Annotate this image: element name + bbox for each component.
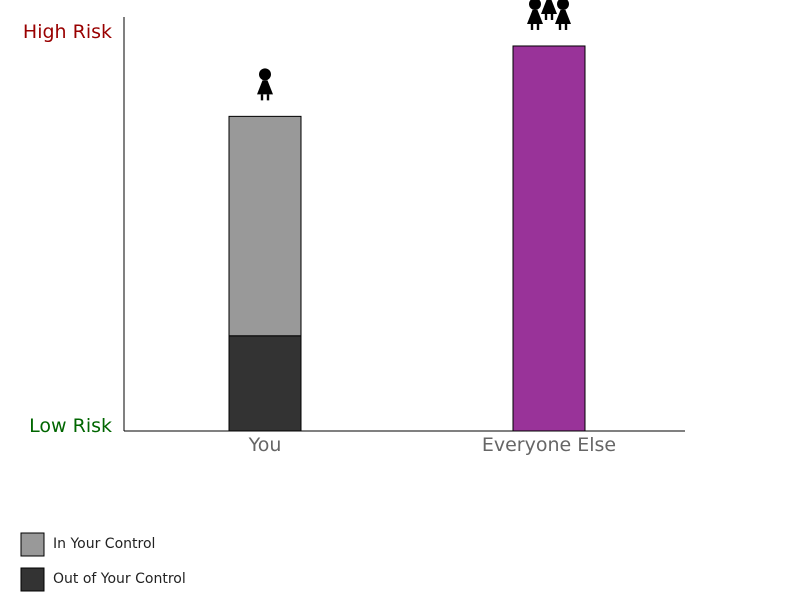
icons-group: [257, 0, 571, 101]
person-icon: [257, 68, 273, 101]
person-icon: [541, 0, 557, 20]
person-icon: [555, 0, 571, 30]
bar-everyone-else-series-2: [512, 45, 586, 432]
group-icon: [527, 0, 571, 30]
legend-swatch: [20, 567, 45, 592]
legend: In Your Control Out of Your Control: [20, 532, 186, 592]
low-risk-label: Low Risk: [29, 415, 112, 437]
category-label: Everyone Else: [482, 434, 616, 456]
bar-you-series-1: [228, 115, 302, 337]
bar-you-series-0: [228, 335, 302, 432]
legend-label: In Your Control: [53, 536, 155, 552]
category-label: You: [248, 434, 282, 456]
legend-label: Out of Your Control: [53, 571, 186, 587]
person-icon: [527, 0, 543, 30]
bars-group: [228, 45, 586, 432]
category-labels: You Everyone Else: [248, 434, 617, 456]
high-risk-label: High Risk: [23, 21, 112, 43]
legend-swatch: [20, 532, 45, 557]
